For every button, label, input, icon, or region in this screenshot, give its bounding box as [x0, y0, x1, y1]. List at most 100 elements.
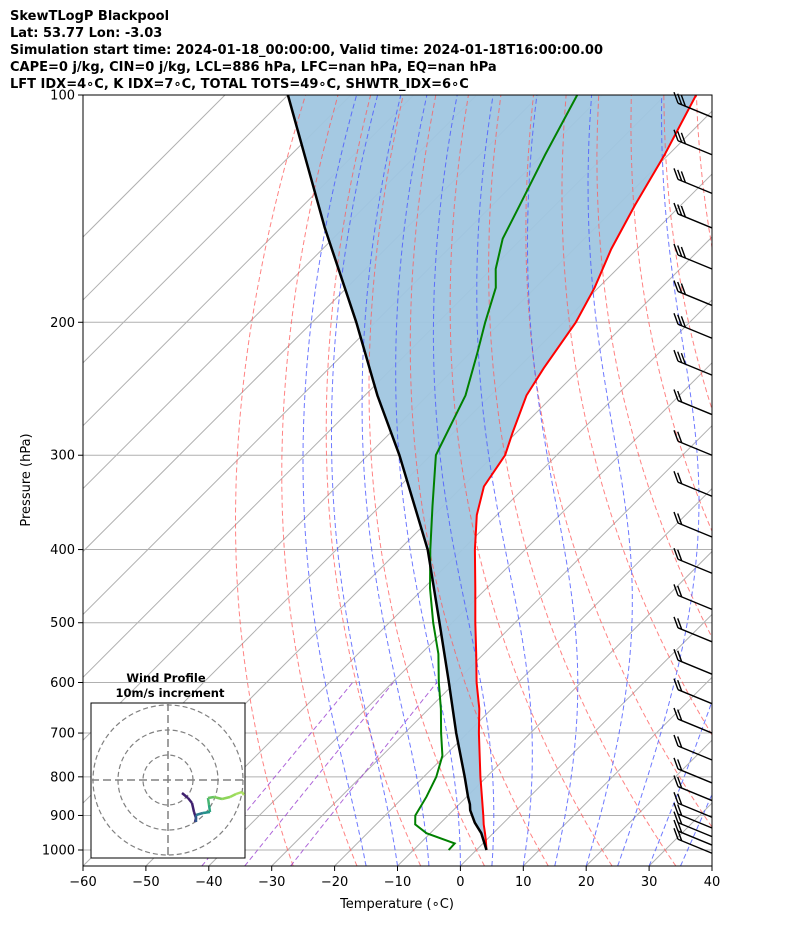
wind-barb-staff [677, 213, 713, 229]
wind-barb-feather [673, 511, 679, 524]
isotherm-line [83, 95, 226, 238]
wind-barb-feather [677, 679, 683, 692]
dry-adiabat [596, 95, 712, 639]
wind-barb-feather [677, 759, 683, 771]
mixing-ratio-line [290, 682, 438, 866]
isotherm-line [83, 95, 415, 427]
hodograph-plot [91, 703, 245, 858]
wind-barb-feather [680, 132, 687, 145]
wind-barb-feather [673, 129, 679, 142]
moist-adiabat [395, 95, 461, 866]
wind-barb-staff [677, 440, 713, 456]
wind-barb-feather [673, 584, 679, 596]
wind-barb-feather [677, 351, 683, 363]
title-line-station: SkewTLogP Blackpool [10, 9, 170, 24]
wind-barb-feather [673, 819, 679, 832]
wind-barb-feather [673, 91, 679, 104]
wind-barb-feather [677, 776, 683, 789]
wind-barb-staff [677, 360, 713, 376]
parcel-line [286, 95, 488, 851]
x-tick-label: −30 [258, 875, 285, 890]
wind-barb-staff [677, 802, 713, 818]
wind-barb-staff [677, 481, 713, 497]
wind-barb [673, 811, 713, 838]
wind-barb [673, 678, 713, 705]
wind-barb-feather [677, 793, 683, 806]
wind-barb [673, 313, 713, 339]
wind-barb [673, 792, 713, 818]
y-tick-label: 500 [50, 616, 75, 631]
wind-barb-feather [673, 828, 679, 840]
wind-barb-feather [673, 471, 679, 483]
hodograph-segment [190, 802, 196, 813]
wind-barb-feather [673, 389, 679, 401]
wind-barb-feather [680, 316, 687, 328]
wind-barb-staff [677, 838, 713, 854]
wind-barb-staff [677, 745, 713, 761]
wind-barb [673, 389, 713, 416]
wind-barb [673, 648, 713, 675]
wind-barb-feather [680, 171, 687, 183]
y-tick-label: 200 [50, 316, 75, 331]
wind-barb-feather [673, 811, 679, 823]
isotherm-line [460, 613, 712, 866]
moist-adiabat [585, 95, 633, 866]
wind-barb-staff [677, 768, 713, 784]
isotherm-line [522, 676, 712, 866]
wind-barb-feather [677, 549, 683, 562]
wind-barb-staff [677, 594, 713, 610]
hodograph-segment [235, 790, 243, 796]
x-tick-label: 20 [578, 875, 595, 890]
wind-barb-feather [673, 616, 679, 629]
moist-adiabat [302, 95, 367, 866]
wind-barb-staff [677, 659, 713, 675]
y-tick-label: 900 [50, 809, 75, 824]
wind-barb [673, 775, 713, 802]
wind-barb-feather [677, 618, 683, 630]
moist-adiabat [432, 95, 495, 866]
hodograph-segment [229, 792, 237, 799]
wind-barb [673, 243, 713, 270]
parcel-shading [287, 95, 697, 850]
dry-adiabat [235, 95, 306, 866]
hodograph-segment [181, 792, 189, 799]
hodograph-segment [187, 797, 193, 804]
wind-barb [673, 471, 713, 497]
x-axis-label: Temperature (∘C) [339, 897, 454, 912]
wind-barb [673, 548, 713, 574]
wind-barb-feather [677, 472, 683, 485]
wind-barb-staff [677, 254, 713, 270]
isotherm-line [83, 95, 352, 364]
moist-adiabat [361, 95, 430, 866]
hodograph-segment [195, 811, 204, 817]
title-line-location: Lat: 53.77 Lon: -3.03 [10, 26, 163, 41]
wind-barb-staff [677, 399, 713, 416]
y-axis-ticks: 100 200 300 400 500 600 700 800 900 1000 [42, 89, 83, 859]
wind-barb-feather [677, 390, 683, 403]
x-tick-label: 10 [515, 875, 532, 890]
wind-barb-staff [677, 821, 713, 838]
dry-adiabat [663, 95, 712, 411]
wind-barb-feather [677, 281, 683, 294]
wind-barb [673, 91, 713, 118]
x-axis-ticks: −60 −50 −40 −30 −20 −10 0 10 20 30 40 [69, 866, 720, 890]
wind-barb-feather [673, 757, 679, 770]
wind-barb-feather [677, 650, 683, 662]
wind-barb-staff [677, 813, 713, 829]
dry-adiabat [561, 95, 712, 736]
x-tick-label: −60 [69, 875, 96, 890]
wind-barb-feather [677, 812, 683, 825]
x-tick-label: −50 [132, 875, 159, 890]
wind-barbs [673, 91, 713, 854]
moist-adiabat [617, 95, 700, 866]
wind-barb-staff [677, 522, 713, 538]
dry-adiabat [762, 95, 794, 866]
wind-barb-feather [677, 204, 683, 216]
wind-barb-staff [677, 830, 713, 846]
wind-barb [673, 707, 713, 734]
wind-barb [673, 584, 713, 610]
mixing-ratio-line [201, 682, 353, 866]
wind-barb-feather [677, 585, 683, 598]
wind-barb-feather [673, 707, 679, 720]
